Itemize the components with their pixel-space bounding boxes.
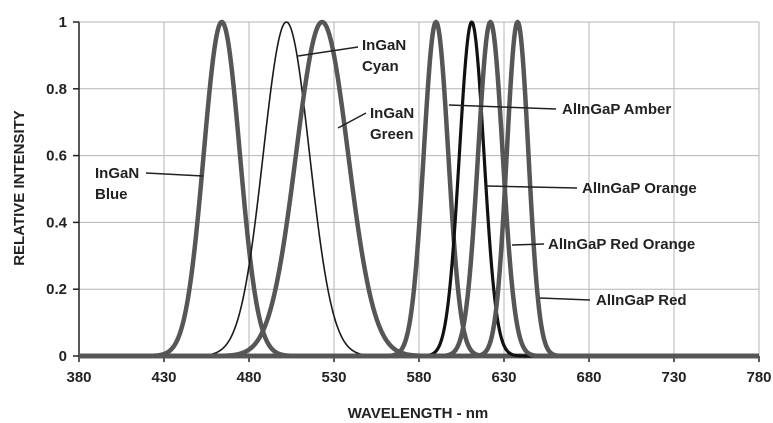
y-tick-label-1: 1 [59,14,67,31]
annotation-label-2-1: Green [370,126,413,143]
annotation-leader-6 [539,297,591,301]
y-tick-label-0.2: 0.2 [46,281,67,298]
annotation-label-4-0: AlInGaP Orange [582,180,697,197]
x-tick-label-530: 530 [321,369,346,386]
annotation-label-2-0: InGaN [370,105,414,122]
annotation-leader-4 [486,185,578,189]
annotation-leader-1 [297,46,359,57]
annotations: InGaN Blue InGaN Cyan InGaN Green AlInGaP Ambe… [95,37,697,309]
tick-labels: 380 430 480 530 580 630 680 730 780 0 0.2 0.4 0.6 0.8… [46,14,771,386]
annotation-label-0-1: Blue [95,186,128,203]
x-tick-label-780: 780 [746,369,771,386]
annotation-label-1-1: Cyan [362,58,399,75]
annotation-label-0-0: InGaN [95,165,139,182]
y-tick-label-0.8: 0.8 [46,81,67,98]
annotation-label-1-0: InGaN [362,37,406,54]
annotation-leader-5 [511,243,545,246]
series-line-6 [77,19,761,359]
annotation-leader-0 [145,172,204,177]
y-tick-label-0: 0 [59,348,67,365]
annotation-label-3-0: AlInGaP Amber [562,101,671,118]
annotation-label-5-0: AlInGaP Red Orange [548,236,695,253]
annotation-leader-2 [337,112,367,129]
y-tick-label-0.6: 0.6 [46,148,67,165]
x-tick-label-380: 380 [66,369,91,386]
y-tick-label-0.4: 0.4 [46,214,68,231]
annotation-leader-3 [448,104,557,110]
series-lines [77,19,761,359]
x-tick-label-480: 480 [236,369,261,386]
x-tick-label-430: 430 [151,369,176,386]
x-tick-label-680: 680 [576,369,601,386]
annotation-label-6-0: AlInGaP Red [596,292,687,309]
x-tick-label-630: 630 [491,369,516,386]
x-axis-title: WAVELENGTH - nm [348,405,489,422]
x-tick-label-730: 730 [661,369,686,386]
x-tick-label-580: 580 [406,369,431,386]
y-axis-title: RELATIVE INTENSITY [11,110,28,266]
